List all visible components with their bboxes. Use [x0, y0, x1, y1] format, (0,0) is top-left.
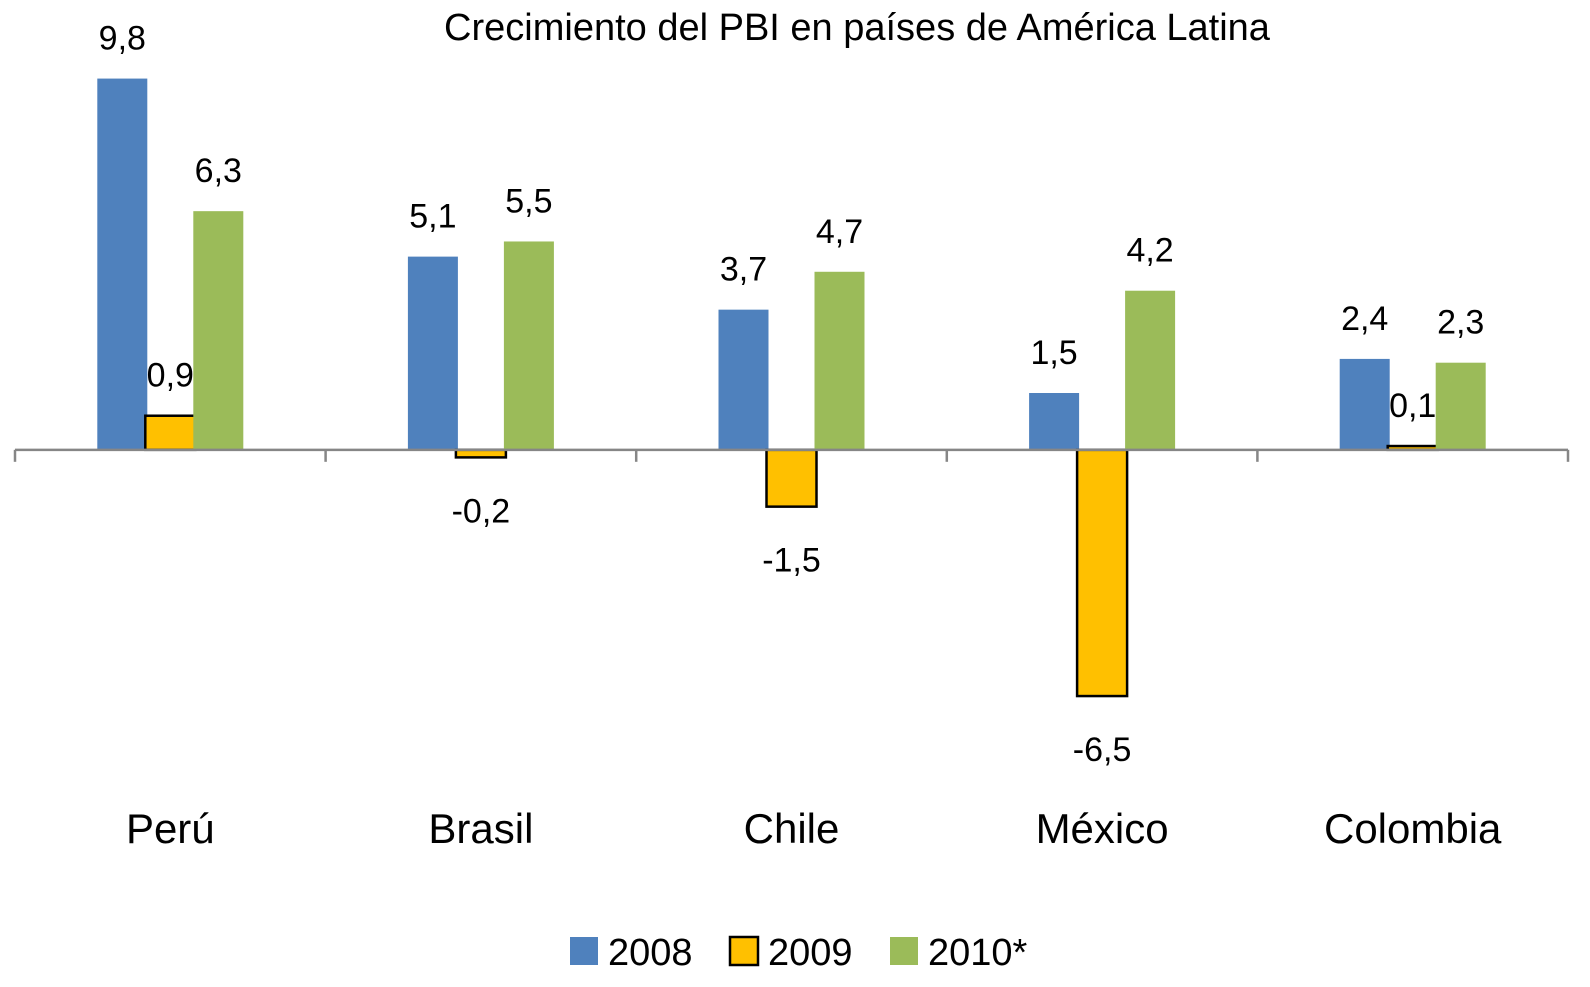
x-tick-label: México [1036, 805, 1169, 852]
bar [1125, 290, 1176, 450]
legend-swatch [728, 935, 760, 967]
data-label: 5,1 [409, 198, 456, 236]
data-label: 2,4 [1341, 300, 1388, 338]
data-label: 4,7 [816, 213, 863, 251]
data-label: -1,5 [762, 542, 821, 580]
data-label: -0,2 [452, 492, 511, 530]
bar [1029, 393, 1080, 450]
data-label: -6,5 [1073, 731, 1132, 769]
legend-label: 2009 [768, 932, 853, 974]
bar [503, 241, 554, 450]
data-label: 4,2 [1126, 232, 1173, 270]
data-label: 6,3 [195, 152, 242, 190]
chart-title: Crecimiento del PBI en países de América… [444, 7, 1271, 49]
x-tick-label: Brasil [428, 805, 533, 852]
data-label: 1,5 [1030, 334, 1077, 372]
data-label: 5,5 [505, 182, 552, 220]
data-label: 0,9 [147, 357, 194, 395]
legend-swatch [890, 937, 918, 965]
bar [1339, 358, 1390, 450]
data-label: 3,7 [720, 251, 767, 289]
x-tick-label: Perú [126, 805, 215, 852]
bar [407, 256, 458, 450]
x-tick-label: Chile [744, 805, 840, 852]
bar [814, 271, 865, 450]
data-label: 2,3 [1437, 304, 1484, 342]
bar [97, 78, 148, 450]
bar [1075, 448, 1129, 698]
bar [193, 211, 244, 450]
legend-label: 2008 [608, 932, 693, 974]
data-label: 9,8 [99, 20, 146, 58]
data-label: 0,1 [1389, 387, 1436, 425]
bar [765, 448, 818, 508]
bar [1435, 362, 1486, 450]
bar [718, 309, 769, 450]
x-tick-label: Colombia [1324, 805, 1502, 852]
legend-swatch [570, 937, 598, 965]
legend-label: 2010* [928, 932, 1028, 974]
bar [144, 414, 197, 452]
